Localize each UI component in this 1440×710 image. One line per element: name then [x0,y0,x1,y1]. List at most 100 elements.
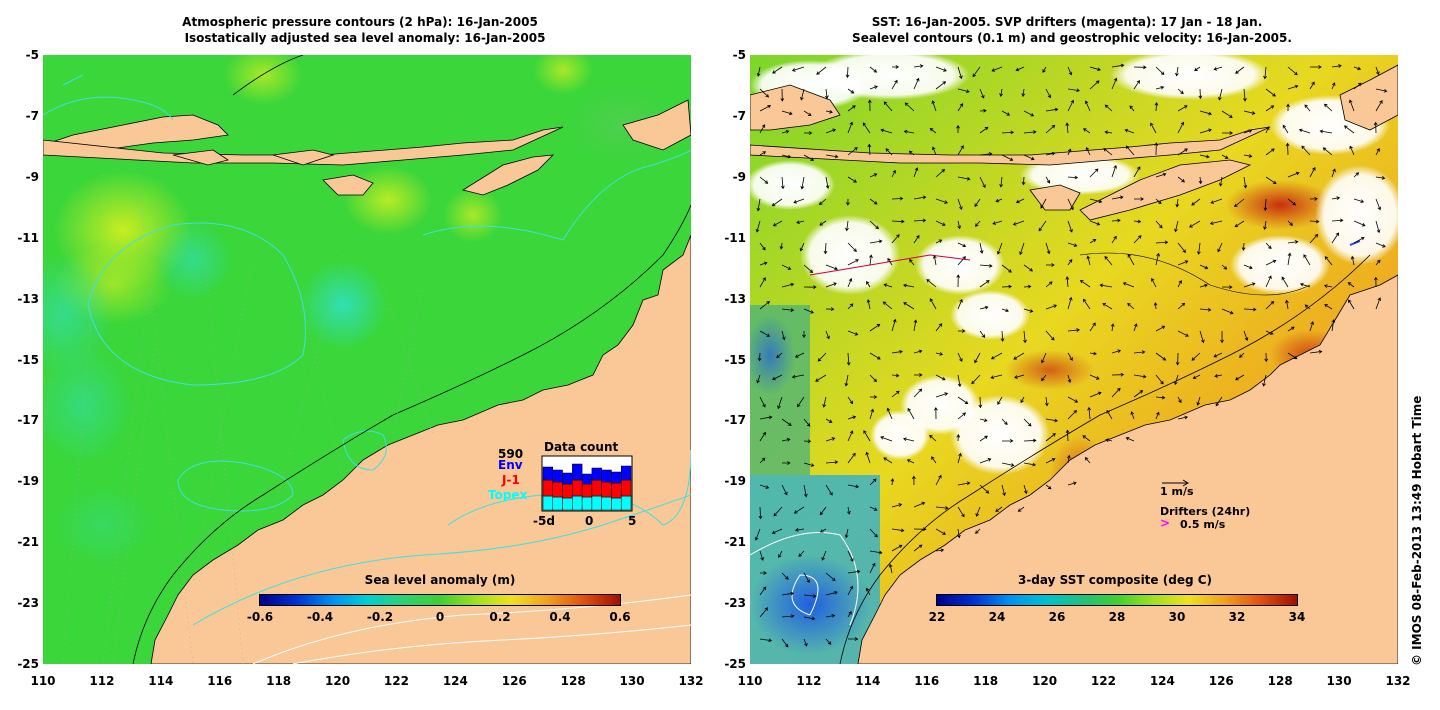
sla-colorbar [259,594,621,606]
velocity-arrow [759,431,766,442]
velocity-arrow [1221,154,1229,159]
velocity-arrow [1349,145,1355,156]
velocity-arrow [759,124,766,134]
velocity-arrow [926,279,937,288]
left-ytick: -23 [17,596,39,611]
velocity-arrow [846,352,851,366]
velocity-arrow [1122,282,1135,288]
velocity-arrow [1067,242,1078,247]
velocity-arrow [1015,66,1025,72]
velocity-arrow [759,396,766,408]
velocity-arrow [759,88,770,98]
velocity-arrow [957,176,971,181]
velocity-arrow [819,528,827,533]
velocity-arrow [821,550,827,561]
velocity-arrow [793,506,805,514]
sst-map[interactable]: 1 m/s Drifters (24hr) > 0.5 m/s [750,55,1398,664]
velocity-arrow [913,501,926,508]
velocity-arrow [756,374,761,384]
velocity-arrow [1309,219,1320,224]
velocity-arrow [886,407,893,420]
right-ytick: -25 [724,657,746,671]
velocity-arrow [825,330,830,340]
velocity-arrow [1133,323,1138,332]
velocity-arrow [798,550,805,558]
velocity-arrow [929,298,937,310]
left-xtick: 126 [501,674,527,688]
sst-colorbar-tick: 26 [1048,610,1066,624]
velocity-arrow [1012,220,1025,226]
velocity-arrow [1197,242,1201,255]
velocity-arrow [1001,284,1012,289]
velocity-arrow [1104,255,1113,266]
velocity-arrow [1285,142,1290,156]
velocity-arrow [825,572,836,582]
velocity-arrow [1127,253,1135,266]
velocity-arrow [759,638,773,643]
velocity-arrow [1177,88,1184,95]
velocity-arrow [756,198,761,212]
velocity-arrow [935,169,946,178]
left-xtick: 112 [89,674,115,688]
velocity-arrow [1155,252,1160,266]
sea-level-anomaly-map[interactable]: 590 Data count Env J-1 Topex -5d 0 5 [43,55,691,664]
velocity-arrow [1287,198,1297,206]
velocity-arrow [824,88,829,100]
velocity-arrow [1021,88,1026,97]
velocity-arrow [1287,171,1300,178]
sst-colorbar-tick: 34 [1288,610,1306,624]
velocity-arrow [781,418,792,426]
velocity-arrow [781,638,789,648]
data-count-bar-env [620,465,632,481]
data-count-bar-j1 [572,479,583,497]
velocity-arrow [1287,66,1298,76]
velocity-arrow [1155,395,1166,400]
velocity-arrow [866,299,871,310]
velocity-arrow [1331,196,1341,200]
velocity-arrow [891,528,905,533]
velocity-arrow [1104,104,1113,112]
velocity-arrow [825,109,833,114]
velocity-arrow [890,478,895,486]
velocity-arrow [1045,263,1055,267]
velocity-arrow [1089,80,1100,90]
data-count-bar-env [542,466,554,481]
left-ytick: -9 [25,169,39,184]
velocity-arrow [869,239,883,244]
velocity-arrow [935,198,948,204]
velocity-arrow [1001,462,1015,467]
velocity-arrow [1213,66,1223,71]
velocity-arrow [888,563,893,574]
velocity-arrow [1089,220,1101,226]
velocity-arrow [1199,128,1212,134]
velocity-arrow [800,176,805,190]
velocity-arrow [847,330,859,336]
velocity-arrow [935,374,946,381]
velocity-arrow [869,220,879,230]
velocity-arrow [883,457,893,464]
velocity-arrow [862,122,871,134]
velocity-arrow [957,352,963,362]
data-count-bar-env [562,472,573,485]
left-ytick: -7 [25,108,39,123]
velocity-arrow [957,103,964,112]
velocity-arrow [891,373,900,378]
velocity-arrow [844,374,849,387]
velocity-arrow [1301,145,1311,156]
velocity-arrow [773,506,783,517]
velocity-arrow [1243,129,1253,134]
velocity-arrow [956,274,961,288]
velocity-arrow [803,462,815,467]
velocity-arrow [1038,220,1047,232]
velocity-arrow [1045,151,1056,156]
velocity-arrow [1213,352,1223,358]
data-count-bar-topex [591,495,602,511]
velocity-arrow [935,352,944,356]
velocity-arrow [1348,299,1355,310]
velocity-arrow [1111,387,1121,398]
left-xtick: 124 [442,674,468,688]
velocity-arrow [1089,391,1102,398]
velocity-arrow [759,457,766,464]
velocity-arrow [957,374,962,388]
velocity-arrow [825,638,832,645]
